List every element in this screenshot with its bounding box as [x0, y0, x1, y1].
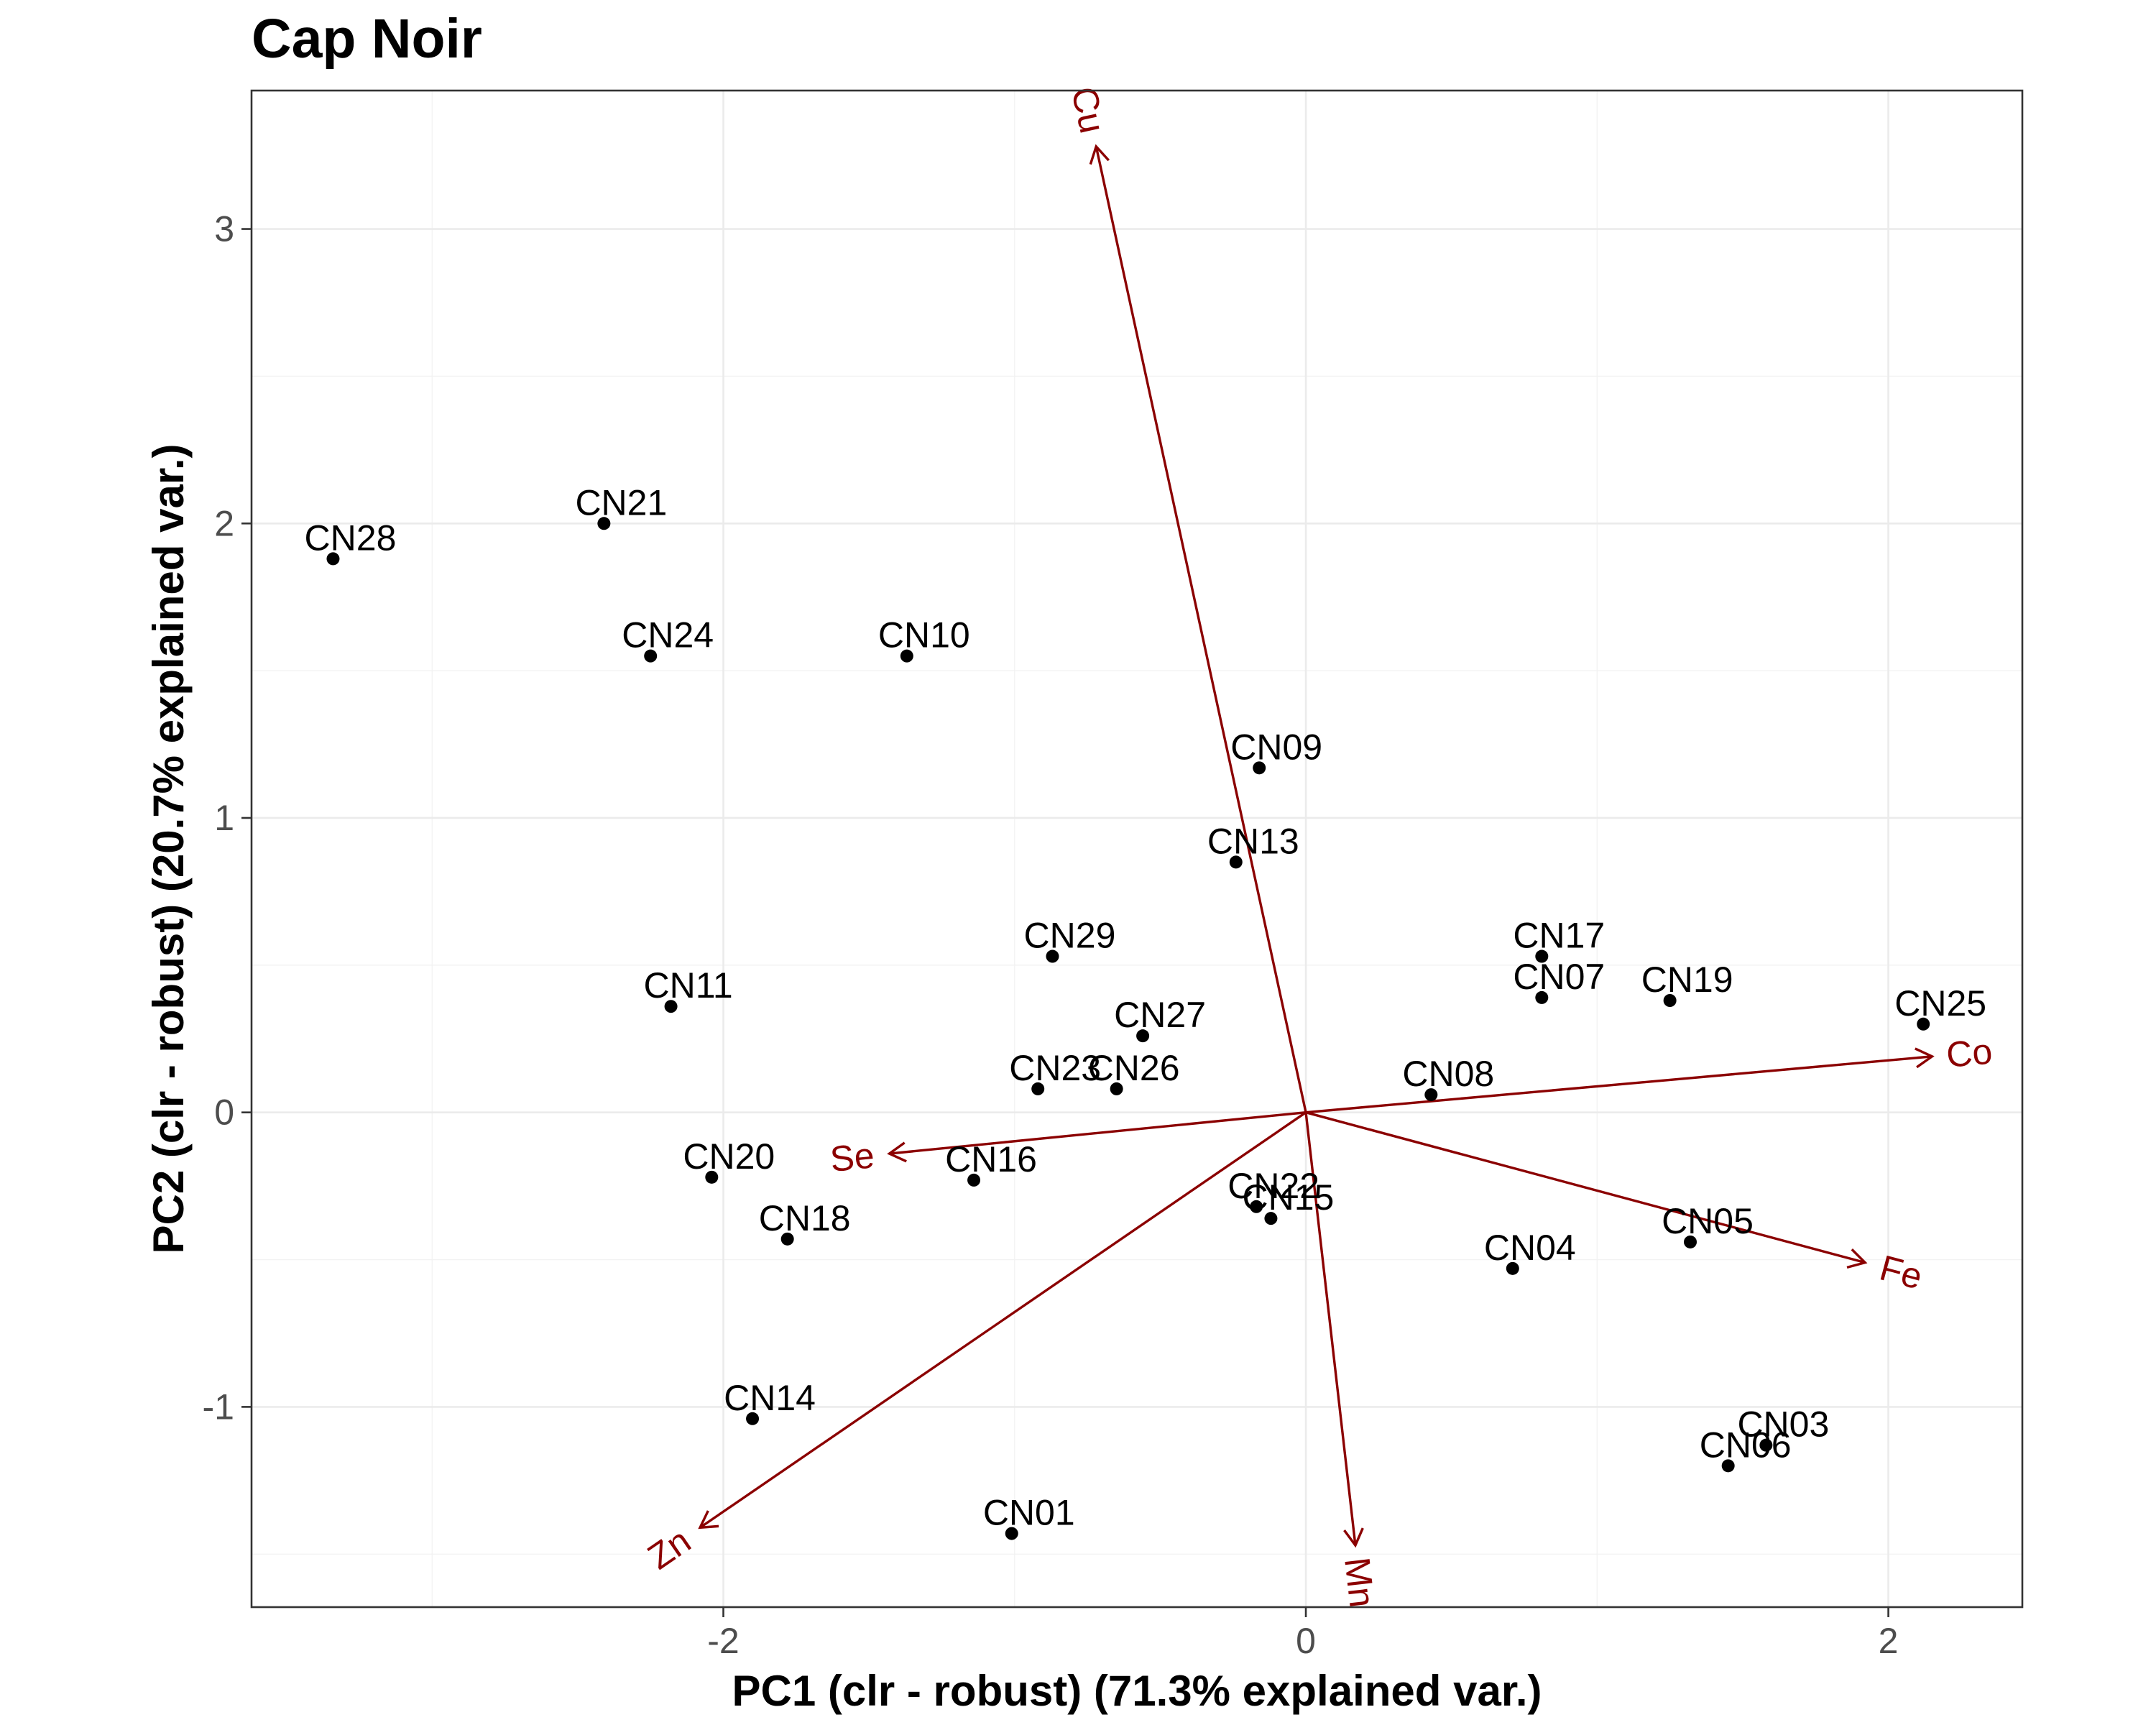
sample-label-cn18: CN18 [759, 1198, 851, 1238]
sample-label-cn10: CN10 [878, 615, 970, 656]
sample-label-cn15: CN15 [1242, 1177, 1334, 1218]
sample-point-cn14 [746, 1412, 760, 1425]
y-tick-label: 0 [214, 1092, 234, 1133]
axis-ticks: -2 0 2 -1 0 1 2 3 [203, 209, 1899, 1661]
sample-label-cn22: CN22 [1227, 1166, 1319, 1206]
sample-label-cn21: CN21 [575, 482, 667, 523]
sample-point-cn22 [1250, 1200, 1263, 1213]
loading-arrow-co [1305, 1055, 1932, 1114]
sample-label-cn19: CN19 [1641, 960, 1733, 1000]
chart-title: Cap Noir [252, 8, 482, 70]
sample-point-cn08 [1424, 1088, 1438, 1102]
loading-arrowhead [1846, 1248, 1868, 1269]
loading-label-co: Co [1945, 1031, 1994, 1075]
sample-point-cn18 [780, 1232, 794, 1246]
sample-point-cn27 [1136, 1029, 1150, 1043]
x-tick-label: 0 [1296, 1621, 1316, 1661]
loading-arrowhead [698, 1510, 719, 1530]
y-tick-label: 2 [214, 503, 234, 543]
loading-arrow-se [889, 1110, 1307, 1155]
sample-label-cn16: CN16 [945, 1139, 1037, 1179]
sample-point-cn25 [1917, 1017, 1930, 1031]
x-tick-label: -2 [707, 1621, 739, 1661]
loading-arrows: Cu Co Se Fe Zn Mn [640, 83, 1994, 1609]
sample-label-cn07: CN07 [1513, 957, 1605, 997]
sample-label-cn17: CN17 [1513, 916, 1605, 956]
y-tick-label: -1 [203, 1386, 234, 1427]
sample-label-cn24: CN24 [622, 615, 714, 656]
sample-points: CN28 CN21 CN24 CN10 CN09 CN13 CN29 CN11 CN27 CN23… [305, 482, 1986, 1540]
x-tick-label: 2 [1879, 1621, 1899, 1661]
loading-label-mn: Mn [1337, 1555, 1383, 1609]
sample-point-cn07 [1535, 990, 1549, 1004]
sample-label-cn14: CN14 [724, 1378, 816, 1418]
sample-label-cn26: CN26 [1088, 1048, 1180, 1088]
sample-point-cn05 [1684, 1235, 1697, 1248]
sample-label-cn05: CN05 [1662, 1201, 1754, 1241]
sample-point-cn21 [597, 517, 611, 530]
y-axis-title: PC2 (clr - robust) (20.7% explained var.… [144, 443, 193, 1254]
loading-label-se: Se [829, 1135, 876, 1179]
loading-arrowhead [1089, 144, 1110, 165]
loading-arrow-fe [1305, 1111, 1866, 1264]
plot-panel-border [250, 89, 2024, 1609]
sample-point-cn28 [326, 552, 340, 566]
sample-point-cn15 [1264, 1212, 1278, 1225]
sample-label-cn23: CN23 [1009, 1048, 1101, 1088]
loading-arrowhead [1915, 1047, 1935, 1069]
sample-point-cn26 [1110, 1082, 1123, 1095]
grid [252, 91, 2022, 1607]
sample-label-cn29: CN29 [1024, 916, 1116, 956]
sample-label-cn11: CN11 [644, 965, 733, 1006]
loading-arrow-mn [1304, 1112, 1357, 1546]
sample-point-cn17 [1535, 949, 1549, 963]
sample-point-cn11 [664, 1000, 678, 1013]
loading-arrow-cu [1095, 146, 1307, 1113]
x-axis-title: PC1 (clr - robust) (71.3% explained var.… [732, 1667, 1542, 1715]
sample-point-cn20 [705, 1170, 719, 1184]
sample-point-cn24 [644, 649, 658, 663]
loading-arrow-zn [699, 1111, 1307, 1529]
sample-point-cn16 [967, 1173, 981, 1187]
sample-label-cn13: CN13 [1207, 821, 1299, 861]
sample-label-cn03: CN03 [1737, 1404, 1829, 1445]
sample-label-cn04: CN04 [1484, 1228, 1576, 1268]
y-tick-label: 1 [214, 798, 234, 838]
sample-point-cn29 [1046, 949, 1059, 963]
sample-point-cn10 [900, 649, 913, 663]
sample-label-cn06: CN06 [1700, 1425, 1792, 1465]
sample-label-cn20: CN20 [683, 1136, 775, 1177]
sample-label-cn25: CN25 [1894, 983, 1986, 1024]
y-tick-label: 3 [214, 209, 234, 249]
sample-label-cn27: CN27 [1114, 995, 1206, 1035]
sample-point-cn01 [1005, 1527, 1018, 1540]
sample-point-cn19 [1663, 994, 1677, 1007]
sample-point-cn09 [1253, 761, 1266, 775]
sample-label-cn01: CN01 [983, 1493, 1075, 1533]
sample-point-cn13 [1229, 855, 1243, 869]
loading-label-cu: Cu [1064, 83, 1112, 137]
sample-point-cn03 [1759, 1438, 1773, 1452]
sample-point-cn23 [1031, 1082, 1045, 1095]
loading-label-zn: Zn [640, 1520, 698, 1577]
sample-label-cn08: CN08 [1402, 1054, 1494, 1094]
loading-arrowhead [1343, 1527, 1364, 1548]
sample-point-cn04 [1506, 1261, 1519, 1275]
sample-label-cn09: CN09 [1230, 727, 1322, 767]
loading-label-fe: Fe [1876, 1248, 1927, 1297]
sample-label-cn28: CN28 [305, 518, 397, 558]
loading-arrowhead [887, 1141, 907, 1163]
sample-point-cn06 [1721, 1459, 1735, 1473]
